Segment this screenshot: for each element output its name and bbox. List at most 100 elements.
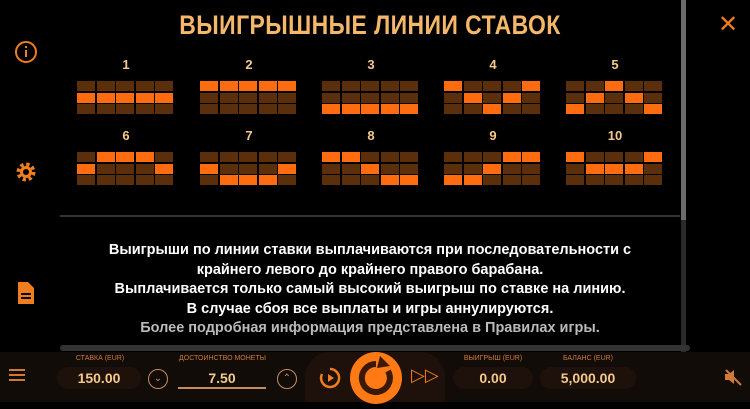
payline-cell — [155, 81, 173, 91]
coin-increase-button[interactable]: ⌃ — [277, 369, 297, 389]
payline-grid — [77, 81, 175, 114]
bet-label: СТАВКА (EUR) — [75, 355, 125, 362]
payline-cell-active — [278, 163, 296, 174]
payline-cell-active — [96, 92, 115, 103]
payline-cell — [77, 152, 95, 162]
hamburger-icon[interactable] — [9, 369, 25, 381]
payline-grid — [444, 81, 542, 114]
payline-number: 4 — [489, 57, 497, 72]
payline-cell-active — [116, 152, 134, 162]
payline-cell-active — [380, 104, 399, 114]
payline-cell — [624, 81, 643, 91]
payline-cell-active — [155, 163, 173, 174]
payline-cell — [361, 175, 379, 185]
payline-cell — [155, 104, 173, 114]
payline-cell — [624, 152, 643, 162]
payline-cell — [219, 163, 238, 174]
payline-number: 9 — [489, 128, 497, 143]
payline-cell — [239, 92, 257, 103]
info-line: крайнего левого до крайнего правого бара… — [196, 261, 544, 278]
payline-cell — [341, 81, 360, 91]
payline-cell-active — [644, 104, 662, 114]
payline-cell-active — [341, 104, 360, 114]
payline-cell — [200, 175, 218, 185]
payline-cell — [463, 104, 482, 114]
payline-cell — [361, 152, 379, 162]
payline-cell-active — [380, 175, 399, 185]
close-icon[interactable]: ✕ — [718, 11, 739, 38]
payline-cell — [585, 104, 604, 114]
payline-cell — [605, 175, 623, 185]
payline-6: 6 — [77, 128, 175, 185]
payline-8: 8 — [322, 128, 420, 185]
payline-cell — [135, 81, 154, 91]
payline-cell-active — [644, 152, 662, 162]
payline-cell — [116, 104, 134, 114]
sound-muted-icon[interactable] — [723, 367, 743, 387]
turbo-icon[interactable]: ▷▷ — [411, 365, 439, 385]
payline-cell — [400, 163, 418, 174]
payline-cell-active — [502, 92, 521, 103]
divider — [60, 215, 680, 217]
payline-cell-active — [135, 152, 154, 162]
payline-cell-active — [585, 163, 604, 174]
payline-cell — [502, 104, 521, 114]
payline-cell-active — [239, 175, 257, 185]
payline-cell — [566, 81, 584, 91]
payline-cell — [135, 175, 154, 185]
payline-grid — [200, 81, 298, 114]
payline-cell — [278, 104, 296, 114]
document-icon[interactable] — [16, 281, 36, 305]
payline-cell-active — [361, 163, 379, 174]
payline-cell — [522, 92, 540, 103]
payline-cell-active — [605, 81, 623, 91]
spin-button[interactable] — [350, 352, 402, 404]
payline-cell-active — [463, 175, 482, 185]
payline-cell — [258, 92, 277, 103]
payline-cell-active — [566, 152, 584, 162]
coin-value[interactable]: 7.50 — [178, 367, 266, 389]
payline-cell — [444, 163, 462, 174]
payline-cell-active — [483, 163, 501, 174]
payline-cell — [605, 152, 623, 162]
payline-cell-active — [200, 163, 218, 174]
payline-cell-active — [624, 92, 643, 103]
payline-cell — [200, 92, 218, 103]
payline-grid — [444, 152, 542, 185]
payline-cell-active — [522, 81, 540, 91]
payline-cell — [644, 175, 662, 185]
payline-cell — [400, 152, 418, 162]
scrollbar-thumb[interactable] — [681, 0, 686, 220]
payline-cell — [522, 175, 540, 185]
info-line: В случае сбоя все выплаты и игры аннулир… — [186, 300, 554, 317]
scrollbar[interactable] — [681, 0, 686, 352]
autoplay-icon[interactable] — [318, 366, 342, 390]
payline-cell — [96, 104, 115, 114]
payline-cell — [644, 81, 662, 91]
payline-number: 3 — [367, 57, 375, 72]
payline-cell — [341, 163, 360, 174]
payline-cell — [566, 175, 584, 185]
payline-10: 10 — [566, 128, 664, 185]
payline-cell — [585, 81, 604, 91]
payline-cell — [522, 163, 540, 174]
gear-icon[interactable] — [14, 160, 38, 184]
payline-cell-active — [96, 152, 115, 162]
payline-cell-active — [77, 92, 95, 103]
payline-cell — [322, 92, 340, 103]
payline-cell — [566, 163, 584, 174]
payline-cell — [200, 104, 218, 114]
payline-cell — [522, 104, 540, 114]
payline-cell-active — [116, 92, 134, 103]
payline-cell-active — [605, 163, 623, 174]
payline-9: 9 — [444, 128, 542, 185]
payline-cell — [116, 163, 134, 174]
payline-cell — [361, 92, 379, 103]
payline-cell — [566, 92, 584, 103]
coin-decrease-button[interactable]: ⌄ — [148, 369, 168, 389]
payline-cell — [502, 163, 521, 174]
payline-cell — [644, 92, 662, 103]
payline-cell — [644, 163, 662, 174]
payline-cell — [322, 175, 340, 185]
info-icon[interactable] — [14, 40, 38, 64]
